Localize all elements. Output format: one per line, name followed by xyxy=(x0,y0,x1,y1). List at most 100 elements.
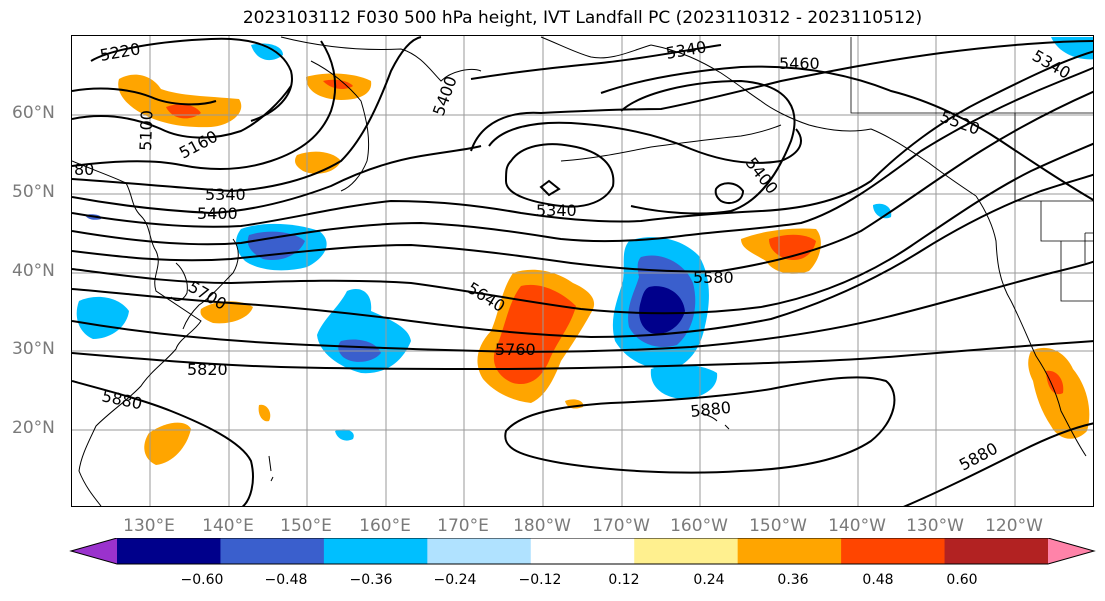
contour-label: 5400 xyxy=(742,154,782,198)
ivt-negative-blob xyxy=(251,43,283,61)
ivt-positive-blob xyxy=(200,301,253,324)
contour-5460 xyxy=(470,40,1093,152)
ivt-negative-blob xyxy=(76,296,129,339)
colorbar-segment xyxy=(220,538,325,564)
positive-shading xyxy=(118,73,1090,465)
colorbar-tick-label: 0.48 xyxy=(862,572,894,588)
contour-ring-bering xyxy=(620,79,796,215)
contour-5760 xyxy=(72,260,1093,353)
ivt-positive-blob xyxy=(258,404,271,422)
ivt-negative-blob xyxy=(873,203,892,219)
lon-label-150w: 150°W xyxy=(749,516,807,536)
contour-5700 xyxy=(72,173,1093,339)
colorbar-segment xyxy=(737,538,842,564)
colorbar-segment xyxy=(323,538,428,564)
colorbar-segment xyxy=(841,538,946,564)
graticule xyxy=(72,36,1093,506)
colorbar-segments xyxy=(71,538,1094,564)
colorbar-tick-label: 0.36 xyxy=(777,572,809,588)
contour-5400-loop xyxy=(488,121,802,164)
contour-mid-2 xyxy=(72,66,1093,246)
contour-5340-top xyxy=(470,44,722,80)
ivt-positive-blob xyxy=(118,74,242,128)
lat-label-20n: 20°N xyxy=(12,418,55,438)
contour-label: 5580 xyxy=(693,268,734,287)
contour-5820 xyxy=(72,340,1093,371)
contour-label: 5880 xyxy=(956,439,1001,475)
contour-5280 xyxy=(72,40,337,171)
map-panel: 5220 5100 5160 80 5340 5400 5400 5340 54… xyxy=(71,35,1094,507)
ivt-negative-blob xyxy=(650,364,718,399)
contour-5340-loop2 xyxy=(714,182,745,204)
siberia-coast xyxy=(280,36,482,82)
lon-label-140e: 140°E xyxy=(202,516,254,536)
hawaii-islands xyxy=(700,412,730,430)
lon-label-120w: 120°W xyxy=(985,516,1043,536)
contour-label: 5400 xyxy=(197,204,238,223)
coastlines xyxy=(72,36,1087,506)
colorbar-tick-label: 0.60 xyxy=(946,572,978,588)
colorbar-outline xyxy=(69,538,1096,565)
korea-coast xyxy=(170,262,188,301)
colorbar-extend-low xyxy=(71,538,117,564)
contour-label: 5400 xyxy=(429,74,461,119)
contour-label: 5640 xyxy=(464,278,509,316)
kamchatka-coast xyxy=(310,60,370,192)
colorbar-extend-high xyxy=(1048,538,1094,564)
colorbar-tick-label: 0.24 xyxy=(693,572,725,588)
contour-label: 5880 xyxy=(689,398,731,421)
height-contours xyxy=(72,36,1093,506)
contour-5880-east xyxy=(903,422,1093,506)
colorbar-tick-label: −0.12 xyxy=(518,572,562,588)
colorbar-tick-label: −0.24 xyxy=(433,572,477,588)
contour-5640 xyxy=(72,142,1093,315)
lat-label-30n: 30°N xyxy=(12,339,55,359)
lon-label-160w: 160°W xyxy=(670,516,728,536)
contour-label: 5760 xyxy=(495,340,536,359)
contour-label: 5340 xyxy=(536,201,577,220)
lon-label-140w: 140°W xyxy=(828,516,886,536)
contour-label: 5520 xyxy=(938,107,983,139)
bering-coast xyxy=(540,36,652,59)
na-coast xyxy=(975,195,1087,457)
colorbar-segment xyxy=(530,538,635,564)
ivt-positive-blob xyxy=(144,422,191,465)
lon-label-170e: 170°E xyxy=(437,516,489,536)
lon-label-130w: 130°W xyxy=(906,516,964,536)
ivt-positive-core xyxy=(323,79,353,89)
contour-5880-west xyxy=(72,380,254,506)
contour-label: 5220 xyxy=(98,39,141,65)
alaska-coast xyxy=(650,44,977,197)
contour-label: 5880 xyxy=(100,386,144,413)
map-title: 2023103112 F030 500 hPa height, IVT Land… xyxy=(242,8,923,28)
colorbar-segment xyxy=(634,538,739,564)
contour-label: 5100 xyxy=(136,110,156,151)
aleutian-chain xyxy=(560,124,782,162)
contour-label: 80 xyxy=(74,160,94,179)
contour-5160 xyxy=(72,85,292,139)
pacific-islands xyxy=(268,455,274,482)
ivt-positive-core xyxy=(1046,370,1064,395)
japan-coast xyxy=(182,238,239,330)
colorbar-segment xyxy=(117,538,221,564)
lon-label-160e: 160°E xyxy=(359,516,411,536)
contour-label: 5160 xyxy=(176,127,221,163)
map-svg: 5220 5100 5160 80 5340 5400 5400 5340 54… xyxy=(72,36,1093,506)
colorbar-tick-label: 0.12 xyxy=(608,572,640,588)
contour-5520 xyxy=(600,65,1093,201)
colorbar-segment xyxy=(944,538,1049,564)
contour-5400-west xyxy=(72,145,482,215)
colorbar-tick-label: −0.48 xyxy=(264,572,308,588)
lon-label-180w: 180°W xyxy=(513,516,571,536)
ivt-positive-blob xyxy=(295,151,341,174)
contour-5340-small xyxy=(539,179,561,197)
lat-label-60n: 60°N xyxy=(12,103,55,123)
lon-label-170w: 170°W xyxy=(592,516,650,536)
lat-label-40n: 40°N xyxy=(12,261,55,281)
contour-label: 5340 xyxy=(664,37,707,63)
contour-label: 5460 xyxy=(779,54,820,73)
lon-label-130e: 130°E xyxy=(123,516,175,536)
contour-5580 xyxy=(72,90,1093,273)
lon-label-150e: 150°E xyxy=(280,516,332,536)
contour-5340-loop xyxy=(504,143,615,208)
